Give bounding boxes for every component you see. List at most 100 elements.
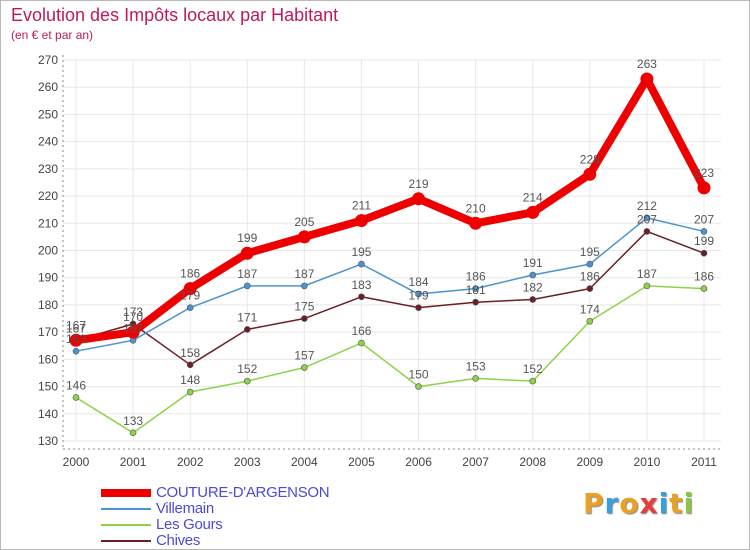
data-point-couture-d-argenson	[469, 216, 483, 230]
legend-swatch	[101, 524, 151, 526]
y-tick-label: 260	[38, 80, 58, 94]
logo-letter: o	[619, 487, 640, 520]
data-point-villemain	[415, 290, 422, 298]
x-tick-label: 2000	[63, 455, 90, 469]
data-label-villemain: 195	[580, 245, 600, 259]
data-point-villemain	[700, 228, 708, 235]
data-point-chives	[472, 298, 479, 306]
data-label-chives: 167	[66, 321, 86, 335]
x-tick-label: 2006	[405, 455, 432, 469]
data-point-villemain	[643, 214, 651, 222]
data-label-les-gours: 153	[466, 359, 486, 373]
data-label-couture-d-argenson: 228	[580, 152, 600, 166]
data-label-chives: 171	[237, 310, 257, 324]
data-point-les-gours	[415, 383, 422, 390]
data-label-villemain: 187	[237, 267, 257, 281]
y-tick-label: 130	[38, 434, 58, 448]
data-point-couture-d-argenson	[640, 72, 654, 86]
data-point-les-gours	[301, 364, 308, 371]
legend-label: Villemain	[156, 500, 214, 517]
data-point-chives	[643, 228, 651, 235]
y-tick-label: 250	[38, 107, 58, 121]
data-label-les-gours: 133	[123, 414, 143, 428]
data-point-villemain	[358, 260, 365, 268]
data-point-couture-d-argenson	[297, 230, 311, 244]
y-tick-label: 200	[38, 244, 58, 258]
data-point-couture-d-argenson	[526, 205, 540, 219]
chart-title: Evolution des Impôts locaux par Habitant	[11, 5, 339, 25]
data-label-couture-d-argenson: 167	[66, 318, 86, 332]
data-point-couture-d-argenson	[697, 181, 711, 195]
y-tick-label: 180	[38, 298, 58, 312]
data-point-les-gours	[643, 282, 651, 290]
data-point-villemain	[529, 271, 537, 279]
data-label-chives: 186	[580, 270, 600, 284]
legend-swatch	[101, 508, 151, 510]
y-tick-label: 160	[38, 352, 58, 366]
data-point-couture-d-argenson	[583, 167, 597, 181]
data-point-chives	[243, 326, 251, 333]
data-point-les-gours	[586, 317, 594, 325]
data-point-chives	[358, 293, 365, 301]
y-tick-label: 230	[38, 162, 58, 176]
data-point-les-gours	[243, 377, 251, 385]
legend-swatch	[101, 489, 151, 497]
data-point-les-gours	[72, 394, 80, 401]
x-tick-label: 2008	[519, 455, 546, 469]
data-point-les-gours	[529, 377, 537, 385]
data-point-couture-d-argenson	[354, 214, 368, 228]
series-line-villemain	[75, 217, 705, 352]
x-tick-label: 2011	[691, 455, 717, 469]
data-label-les-gours: 157	[294, 349, 314, 363]
data-point-les-gours	[129, 429, 137, 437]
data-label-villemain: 163	[66, 332, 86, 346]
data-label-les-gours: 166	[351, 324, 371, 338]
data-label-chives: 207	[637, 212, 657, 226]
data-point-chives	[186, 361, 194, 369]
data-label-chives: 199	[694, 234, 714, 248]
y-tick-label: 150	[38, 380, 58, 394]
x-tick-label: 2005	[348, 455, 375, 469]
data-label-villemain: 167	[123, 321, 143, 335]
x-tick-label: 2009	[576, 455, 603, 469]
data-point-les-gours	[186, 388, 194, 396]
data-label-villemain: 195	[351, 245, 371, 259]
data-label-chives: 173	[123, 305, 143, 319]
data-point-chives	[529, 296, 537, 303]
data-point-couture-d-argenson	[126, 325, 140, 339]
data-label-villemain: 191	[523, 256, 543, 270]
legend-swatch	[101, 540, 151, 542]
data-label-couture-d-argenson: 219	[409, 177, 429, 191]
series-line-chives	[75, 230, 705, 366]
data-label-couture-d-argenson: 211	[352, 199, 371, 213]
x-tick-label: 2002	[177, 455, 204, 469]
data-label-les-gours: 186	[694, 270, 714, 284]
data-label-couture-d-argenson: 186	[180, 267, 200, 281]
series-line-couture-d-argenson	[75, 75, 708, 345]
data-label-couture-d-argenson: 199	[237, 231, 257, 245]
x-tick-label: 2001	[120, 455, 147, 469]
data-label-chives: 181	[466, 283, 486, 297]
data-point-villemain	[72, 347, 80, 355]
data-label-chives: 182	[523, 280, 543, 294]
data-point-villemain	[301, 282, 308, 290]
data-label-villemain: 179	[180, 289, 200, 303]
y-tick-label: 210	[38, 216, 58, 230]
series-line-les-gours	[75, 285, 705, 434]
data-point-villemain	[472, 285, 479, 292]
logo-letter: r	[604, 487, 620, 520]
logo-letter: t	[669, 487, 684, 520]
data-point-les-gours	[700, 285, 708, 292]
x-tick-label: 2010	[634, 455, 661, 469]
y-tick-label: 140	[38, 407, 58, 421]
data-label-villemain: 212	[637, 199, 657, 213]
data-label-couture-d-argenson: 214	[523, 190, 543, 204]
data-point-chives	[586, 285, 594, 292]
data-point-couture-d-argenson	[183, 282, 197, 296]
data-label-chives: 175	[294, 300, 314, 314]
data-point-les-gours	[358, 339, 365, 347]
x-tick-label: 2003	[234, 455, 261, 469]
data-label-chives: 179	[409, 289, 429, 303]
logo-letter: i	[683, 487, 695, 520]
